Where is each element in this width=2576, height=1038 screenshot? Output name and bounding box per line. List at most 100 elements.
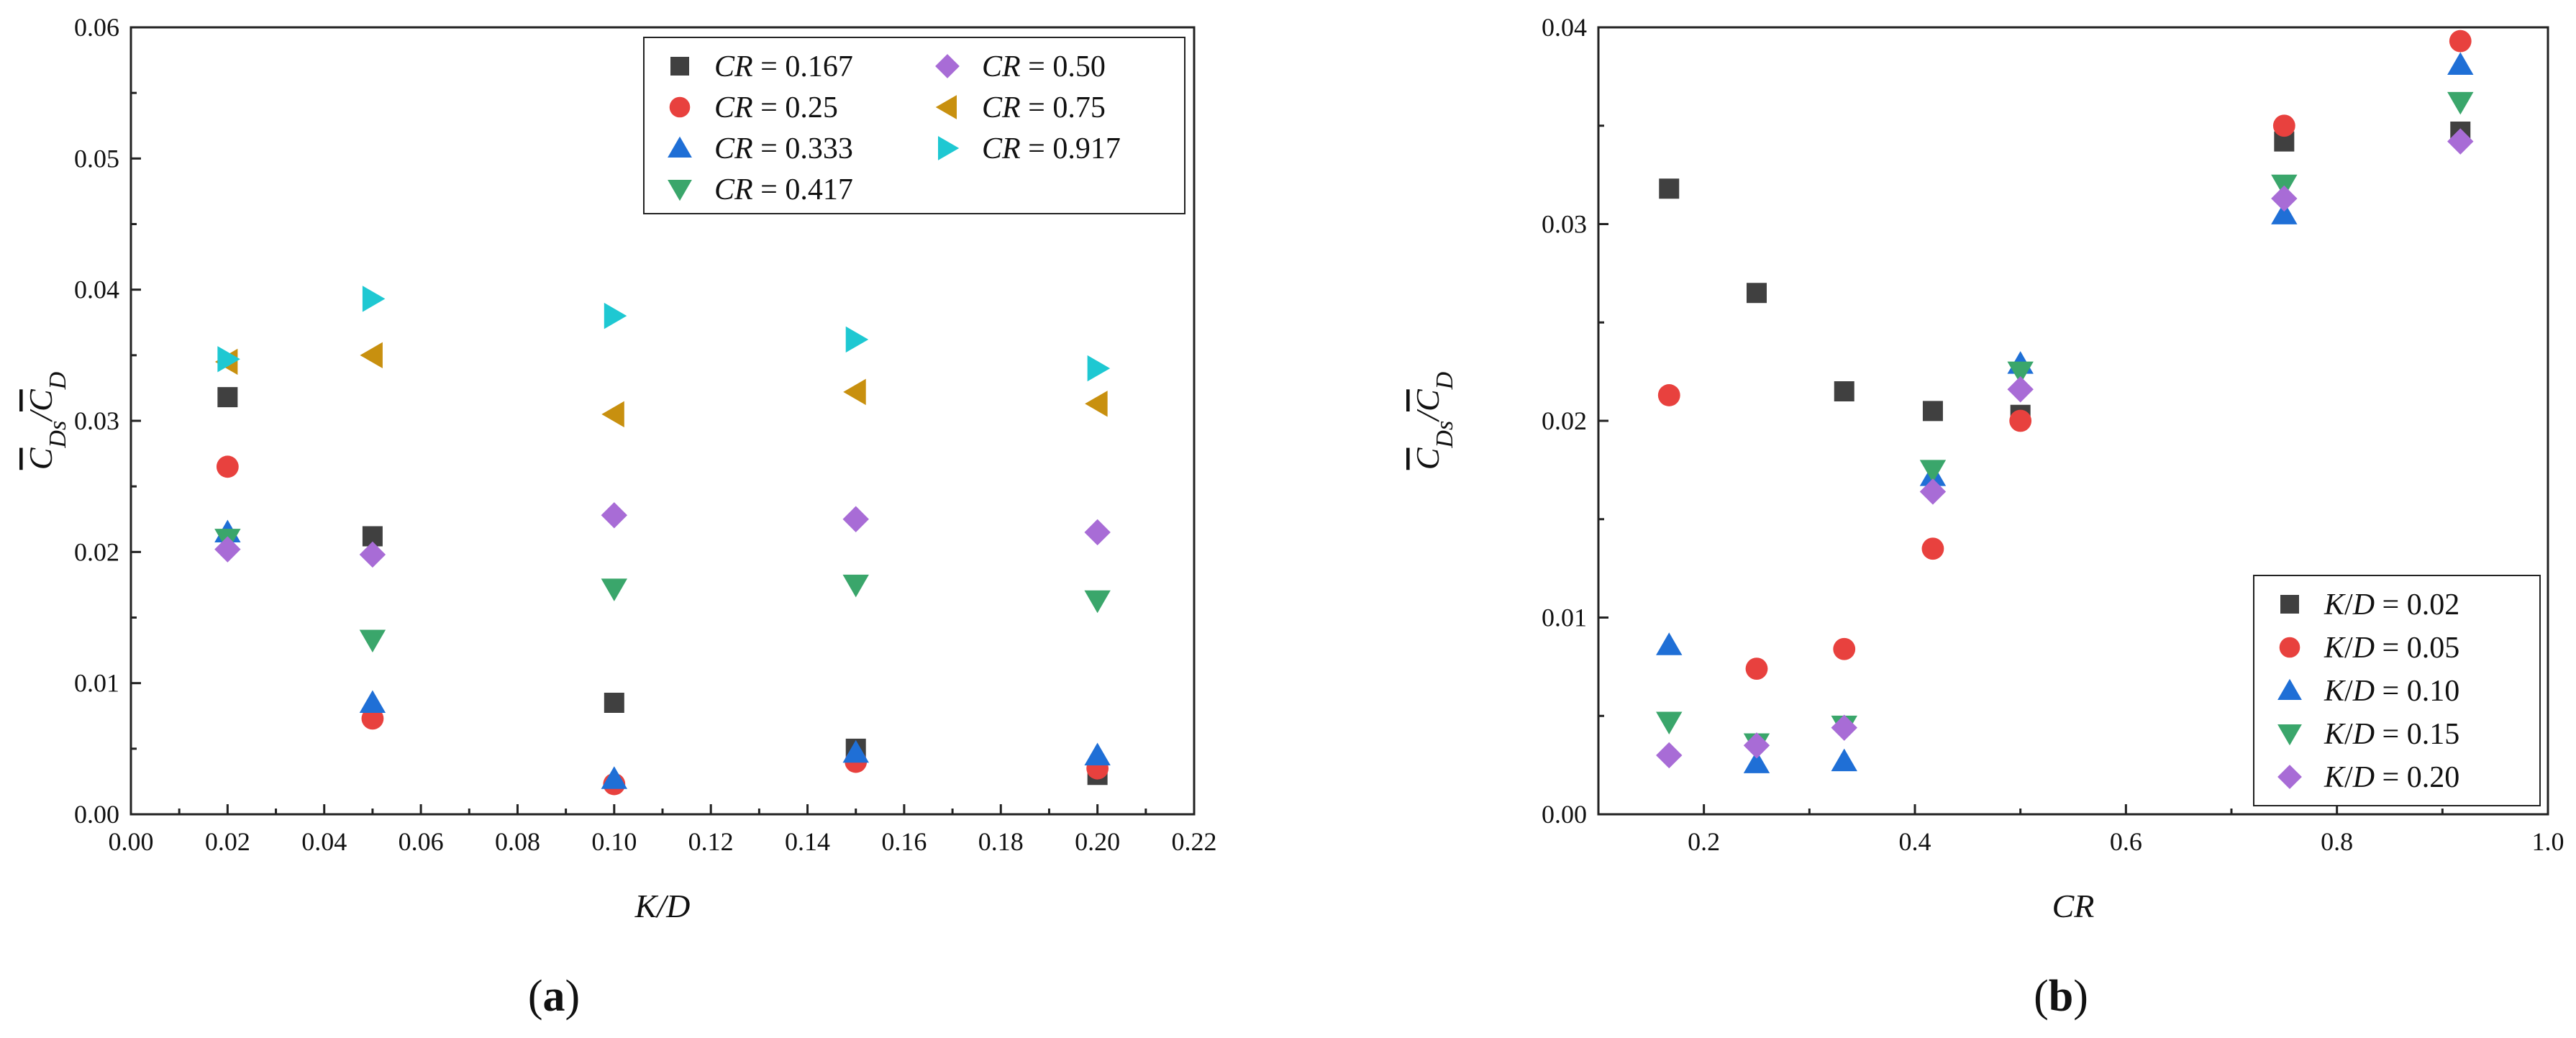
legend-marker xyxy=(670,57,689,76)
data-point xyxy=(359,629,386,652)
data-point xyxy=(214,536,241,563)
legend-marker xyxy=(2277,765,2302,789)
data-point xyxy=(601,766,628,789)
data-point xyxy=(1085,391,1108,417)
markers-b xyxy=(1656,29,2474,773)
legend-label: K/D = 0.02 xyxy=(2324,588,2459,622)
panel-label-a: (a) xyxy=(528,972,580,1021)
y-tick-label: 0.00 xyxy=(1542,800,1587,829)
data-point xyxy=(359,541,386,568)
panel-b: 0.2 0.4 0.6 0.8 1.0 0.00 0.01 0.02 0.03 0.04 K/D… xyxy=(1409,13,2564,1021)
data-point xyxy=(1919,478,1947,505)
legend-marker xyxy=(938,136,960,160)
x-tick-label: 0.14 xyxy=(785,827,830,856)
data-point xyxy=(601,401,624,428)
y-tick-label: 0.06 xyxy=(74,13,119,42)
data-point xyxy=(2272,114,2295,137)
y-axis-title-text: CDs/CD xyxy=(1409,371,1458,470)
legend-label: K/D = 0.05 xyxy=(2324,632,2459,665)
data-point xyxy=(361,707,384,730)
x-tick-label: 0.12 xyxy=(688,827,734,856)
x-tick-label: 0.00 xyxy=(109,827,154,856)
y-axis-b: 0.00 0.01 0.02 0.03 0.04 xyxy=(1542,13,1608,829)
legend-item: K/D = 0.15 xyxy=(2277,718,2459,751)
legend-marker xyxy=(2277,678,2302,700)
y-tick-label: 0.02 xyxy=(74,537,119,566)
data-point xyxy=(1084,742,1111,765)
legend-a: CR = 0.167 CR = 0.25 CR = 0.333 CR = 0.417 C… xyxy=(643,37,1185,214)
legend-item: K/D = 0.20 xyxy=(2277,761,2459,794)
data-point xyxy=(601,578,628,601)
data-point xyxy=(1833,637,1856,660)
legend-marker xyxy=(935,95,957,119)
data-point xyxy=(1743,750,1770,773)
x-tick-label: 0.8 xyxy=(2321,827,2353,856)
y-tick-label: 0.01 xyxy=(74,669,119,698)
data-point xyxy=(1834,381,1854,401)
data-point xyxy=(1743,732,1770,759)
series-0.75 xyxy=(214,342,1108,428)
y-tick-label: 0.01 xyxy=(1542,604,1587,632)
legend-marker xyxy=(2280,595,2299,614)
y-tick-label: 0.05 xyxy=(74,144,119,173)
data-point xyxy=(2007,361,2034,385)
data-point xyxy=(1659,178,1680,199)
data-point xyxy=(2447,128,2474,155)
panel-a: 0.00 0.02 0.04 0.06 0.08 0.10 0.12 0.14 0.16 0.18… xyxy=(22,13,1217,1021)
data-point xyxy=(2009,409,2032,432)
y-tick-label: 0.03 xyxy=(1542,210,1587,239)
y-tick-label: 0.03 xyxy=(74,406,119,435)
x-axis-b: 0.2 0.4 0.6 0.8 1.0 xyxy=(1597,804,2564,856)
legend-label: CR = 0.917 xyxy=(982,132,1121,165)
data-point xyxy=(362,286,386,312)
legend-label: K/D = 0.20 xyxy=(2324,761,2459,794)
data-point xyxy=(2271,201,2298,224)
series-0.50 xyxy=(214,502,1111,568)
data-point xyxy=(1087,355,1111,382)
panel-label-b: (b) xyxy=(2034,972,2088,1021)
x-axis-a: 0.00 0.02 0.04 0.06 0.08 0.10 0.12 0.14 0.16 0.18… xyxy=(109,804,1217,856)
legend-item: CR = 0.25 xyxy=(669,91,838,124)
x-tick-label: 0.08 xyxy=(495,827,540,856)
legend-item: CR = 0.50 xyxy=(935,50,1106,83)
data-point xyxy=(1922,401,1943,422)
y-tick-label: 0.02 xyxy=(1542,406,1587,435)
legend-label: CR = 0.50 xyxy=(982,50,1106,83)
data-point xyxy=(1657,384,1680,406)
y-axis-title-b: CDs/CD xyxy=(1409,371,1458,470)
legend-label: CR = 0.417 xyxy=(714,173,853,206)
legend-item: CR = 0.75 xyxy=(935,91,1106,124)
data-point xyxy=(1656,632,1683,655)
legend-item: CR = 0.917 xyxy=(938,132,1121,165)
markers-a xyxy=(214,286,1111,796)
legend-label: CR = 0.25 xyxy=(714,91,838,124)
x-tick-label: 0.16 xyxy=(881,827,927,856)
data-point xyxy=(360,342,383,369)
data-point xyxy=(2274,131,2295,152)
series-0.05 xyxy=(1657,29,2472,680)
series-0.167 xyxy=(217,387,1108,786)
x-tick-label: 0.20 xyxy=(1075,827,1120,856)
legend-label: K/D = 0.10 xyxy=(2324,675,2459,708)
series-0.917 xyxy=(217,286,1111,382)
x-axis-title-a: K/D xyxy=(634,888,691,924)
legend-box xyxy=(2253,575,2541,806)
x-tick-label: 0.10 xyxy=(591,827,637,856)
data-point xyxy=(845,326,869,353)
legend-label: CR = 0.333 xyxy=(714,132,853,165)
y-tick-label: 0.00 xyxy=(74,800,119,829)
legend-marker xyxy=(668,180,692,201)
data-point xyxy=(1656,742,1683,769)
legend-box xyxy=(643,37,1185,214)
x-tick-label: 0.04 xyxy=(301,827,347,856)
data-point xyxy=(2449,29,2472,53)
data-point xyxy=(1831,748,1857,772)
data-point xyxy=(1919,460,1947,483)
data-point xyxy=(1747,283,1767,304)
legend-marker xyxy=(669,96,691,118)
legend-marker xyxy=(2277,724,2302,746)
x-axis-title-b: CR xyxy=(2052,888,2095,924)
x-tick-label: 0.6 xyxy=(2110,827,2142,856)
legend-b: K/D = 0.02 K/D = 0.05 K/D = 0.10 K/D = 0.15… xyxy=(2253,575,2541,806)
